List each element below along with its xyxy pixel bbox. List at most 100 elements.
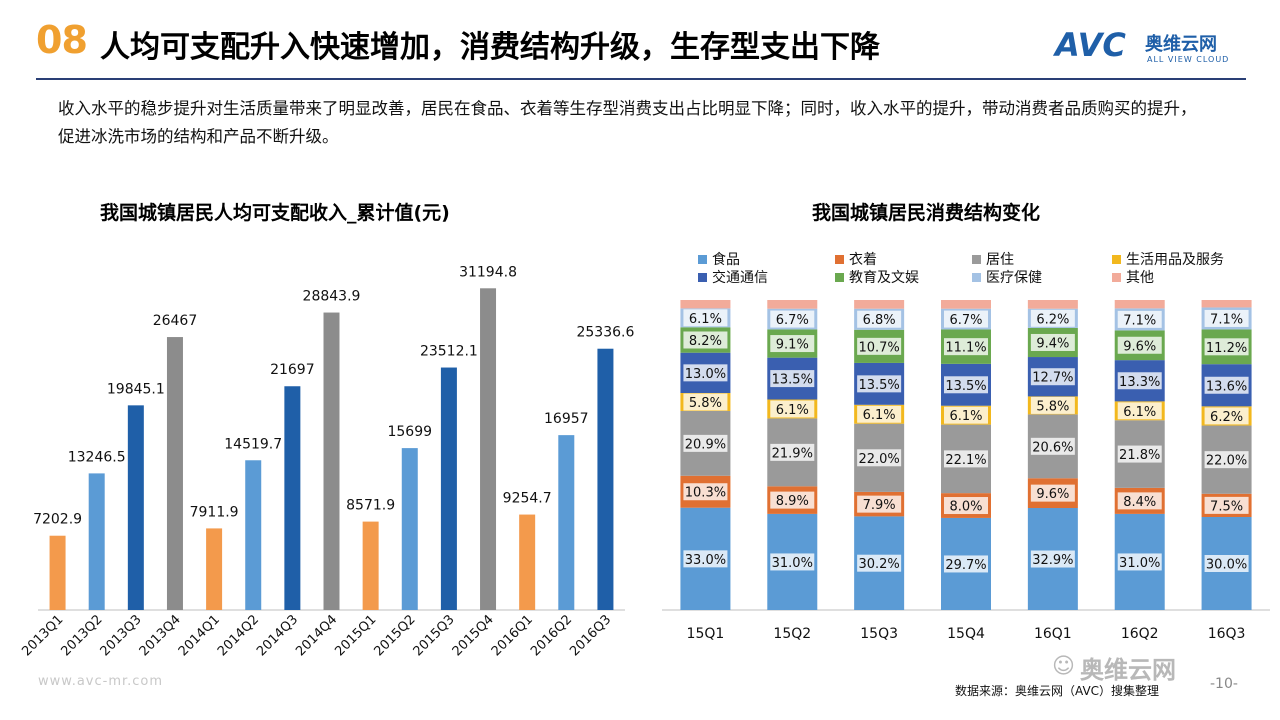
avc-logo: AVC 奥维云网 ALL VIEW CLOUD <box>1055 26 1250 70</box>
income-bar-2016Q1 <box>519 514 536 610</box>
label-box-16Q1-生活用品及服务 <box>1030 396 1075 414</box>
label-box-16Q2-交通通信 <box>1117 372 1162 390</box>
label-box-15Q4-食品 <box>944 555 988 573</box>
income-label-2015Q3: 23512.1 <box>420 344 478 360</box>
income-tick-2015Q3: 2015Q3 <box>411 612 458 659</box>
label-box-16Q3-交通通信 <box>1204 376 1249 394</box>
label-box-15Q4-教育及文娱 <box>944 338 988 356</box>
label-16Q3-居住: 22.0% <box>1206 454 1247 469</box>
segment-16Q3-其他 <box>1201 300 1252 308</box>
label-15Q2-生活用品及服务: 6.1% <box>776 403 809 418</box>
legend-swatch-交通通信 <box>698 273 707 282</box>
income-label-2014Q3: 21697 <box>270 362 315 378</box>
label-box-16Q2-衣着 <box>1117 492 1162 510</box>
income-tick-2014Q4: 2014Q4 <box>293 612 340 659</box>
label-box-15Q1-教育及文娱 <box>683 331 728 349</box>
label-16Q1-衣着: 9.6% <box>1036 487 1069 502</box>
label-box-15Q2-生活用品及服务 <box>770 400 815 418</box>
income-tick-2015Q2: 2015Q2 <box>372 612 419 659</box>
legend-swatch-医疗保健 <box>972 273 981 282</box>
label-box-16Q2-医疗保健 <box>1117 310 1162 328</box>
income-bar-2014Q2 <box>245 460 262 610</box>
label-15Q2-食品: 31.0% <box>772 556 813 571</box>
label-16Q2-医疗保健: 7.1% <box>1123 313 1156 328</box>
segment-15Q3-其他 <box>854 300 905 309</box>
label-15Q4-教育及文娱: 11.1% <box>945 341 986 356</box>
label-box-15Q2-交通通信 <box>770 370 815 388</box>
label-box-15Q2-居住 <box>770 443 815 461</box>
label-box-15Q4-医疗保健 <box>944 310 988 328</box>
label-box-16Q3-医疗保健 <box>1204 309 1249 327</box>
label-box-15Q1-食品 <box>683 550 728 568</box>
legend-swatch-居住 <box>972 255 981 264</box>
income-bar-chart: 7202.9 2013Q1 13246.5 2013Q2 19845.1 2013Q3 26… <box>19 264 634 659</box>
label-16Q3-教育及文娱: 11.2% <box>1206 341 1247 356</box>
label-15Q4-居住: 22.1% <box>945 453 986 468</box>
label-16Q2-交通通信: 13.3% <box>1119 375 1160 390</box>
label-15Q1-居住: 20.9% <box>685 437 726 452</box>
structure-tick-15Q4: 15Q4 <box>947 626 985 642</box>
income-label-2015Q1: 8571.9 <box>346 498 395 514</box>
label-15Q3-衣着: 7.9% <box>863 498 896 513</box>
label-15Q3-医疗保健: 6.8% <box>863 313 896 328</box>
structure-tick-15Q1: 15Q1 <box>687 626 725 642</box>
label-box-15Q4-衣着 <box>944 497 988 515</box>
legend-label-其他: 其他 <box>1126 270 1154 286</box>
label-16Q3-衣着: 7.5% <box>1210 499 1243 514</box>
label-16Q1-居住: 20.6% <box>1032 440 1073 455</box>
structure-tick-15Q3: 15Q3 <box>860 626 898 642</box>
label-15Q1-交通通信: 13.0% <box>685 367 726 382</box>
income-tick-2016Q3: 2016Q3 <box>567 612 614 659</box>
label-box-16Q1-医疗保健 <box>1030 309 1075 327</box>
segment-15Q2-其他 <box>767 300 818 309</box>
label-box-16Q3-教育及文娱 <box>1204 338 1249 356</box>
legend-swatch-教育及文娱 <box>835 273 844 282</box>
label-box-16Q1-教育及文娱 <box>1030 333 1075 351</box>
income-bar-2014Q4 <box>323 312 340 610</box>
watermark: 奥维云网 <box>1080 656 1176 684</box>
label-box-15Q3-交通通信 <box>857 375 902 393</box>
label-16Q1-教育及文娱: 9.4% <box>1036 336 1069 351</box>
legend-swatch-其他 <box>1112 273 1121 282</box>
label-16Q2-食品: 31.0% <box>1119 556 1160 571</box>
label-box-15Q3-衣着 <box>857 495 902 513</box>
logo-en-text: ALL VIEW CLOUD <box>1147 55 1230 64</box>
label-box-16Q1-衣着 <box>1030 484 1075 502</box>
label-box-16Q1-交通通信 <box>1030 368 1075 386</box>
label-16Q2-教育及文娱: 9.6% <box>1123 339 1156 354</box>
segment-16Q2-其他 <box>1114 300 1165 309</box>
label-15Q4-生活用品及服务: 6.1% <box>949 409 982 424</box>
segment-15Q1-其他 <box>680 300 731 309</box>
segment-15Q4-其他 <box>941 300 991 309</box>
segment-16Q1-其他 <box>1027 300 1078 309</box>
label-15Q1-教育及文娱: 8.2% <box>689 334 722 349</box>
wechat-icon: ☺ <box>1052 654 1075 679</box>
label-box-15Q1-医疗保健 <box>683 309 728 327</box>
label-15Q1-衣着: 10.3% <box>685 486 726 501</box>
income-bar-2015Q3 <box>440 367 457 610</box>
intro-paragraph: 收入水平的稳步提升对生活质量带来了明显改善，居民在食品、衣着等生存型消费支出占比… <box>58 99 1197 146</box>
income-label-2015Q2: 15699 <box>387 424 432 440</box>
structure-chart-title: 我国城镇居民消费结构变化 <box>812 202 1041 224</box>
income-bar-2014Q3 <box>284 386 301 610</box>
income-tick-2016Q1: 2016Q1 <box>489 612 536 659</box>
income-label-2016Q3: 25336.6 <box>576 325 634 341</box>
label-16Q1-医疗保健: 6.2% <box>1036 312 1069 327</box>
slide-header: 08 人均可支配升入快速增加，消费结构升级，生存型支出下降 AVC 奥维云网 A… <box>0 0 1280 80</box>
label-16Q2-衣着: 8.4% <box>1123 495 1156 510</box>
legend-swatch-生活用品及服务 <box>1112 255 1121 264</box>
label-15Q4-食品: 29.7% <box>945 558 986 573</box>
legend-label-教育及文娱: 教育及文娱 <box>849 270 919 286</box>
label-box-16Q3-生活用品及服务 <box>1204 407 1249 425</box>
label-16Q3-食品: 30.0% <box>1206 558 1247 573</box>
income-label-2013Q2: 13246.5 <box>68 449 126 465</box>
label-box-15Q3-居住 <box>857 449 902 467</box>
income-bar-2013Q1 <box>49 535 66 610</box>
label-15Q3-教育及文娱: 10.7% <box>858 340 899 355</box>
income-bar-2015Q2 <box>401 448 418 610</box>
legend-label-生活用品及服务: 生活用品及服务 <box>1126 252 1224 268</box>
label-box-16Q2-食品 <box>1117 553 1162 571</box>
label-box-16Q2-教育及文娱 <box>1117 336 1162 354</box>
label-16Q2-生活用品及服务: 6.1% <box>1123 405 1156 420</box>
income-bar-2015Q4 <box>480 288 497 610</box>
